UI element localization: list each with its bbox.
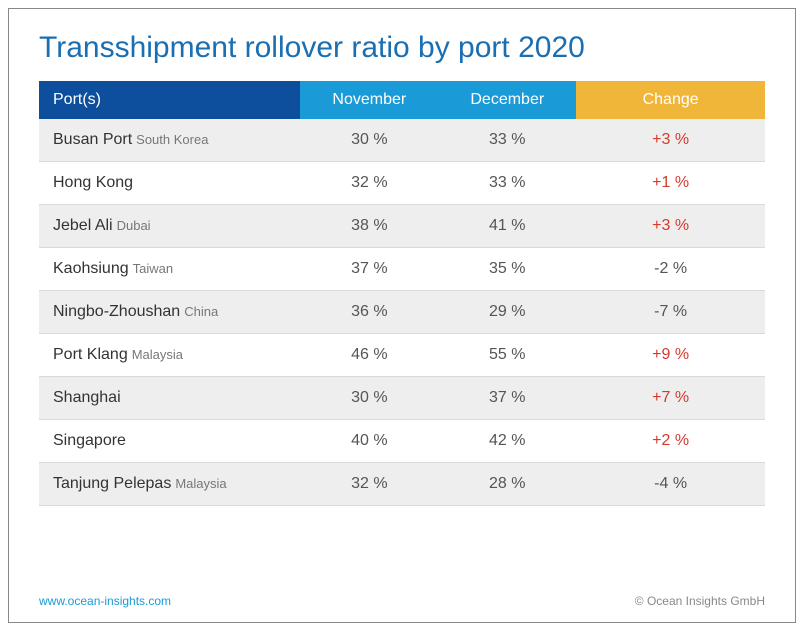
cell-november: 40 % bbox=[300, 420, 438, 463]
table-row: Tanjung Pelepas Malaysia 32 %28 %-4 % bbox=[39, 463, 765, 506]
chart-card: Transshipment rollover ratio by port 202… bbox=[8, 8, 796, 623]
cell-change: +7 % bbox=[576, 377, 765, 420]
port-sub: China bbox=[184, 304, 218, 319]
port-sub: Taiwan bbox=[133, 261, 173, 276]
footer: www.ocean-insights.com © Ocean Insights … bbox=[39, 574, 765, 608]
header-december: December bbox=[438, 81, 576, 119]
page-title: Transshipment rollover ratio by port 202… bbox=[39, 31, 765, 65]
port-sub: Malaysia bbox=[132, 347, 183, 362]
footer-copyright: © Ocean Insights GmbH bbox=[635, 594, 765, 608]
cell-change: +1 % bbox=[576, 162, 765, 205]
footer-link[interactable]: www.ocean-insights.com bbox=[39, 594, 171, 608]
cell-change: -7 % bbox=[576, 291, 765, 334]
port-sub: South Korea bbox=[136, 132, 208, 147]
port-name: Shanghai bbox=[53, 389, 121, 406]
port-name: Singapore bbox=[53, 432, 126, 449]
cell-port: Kaohsiung Taiwan bbox=[39, 248, 300, 291]
cell-change: -2 % bbox=[576, 248, 765, 291]
cell-november: 32 % bbox=[300, 162, 438, 205]
cell-port: Hong Kong bbox=[39, 162, 300, 205]
cell-change: -4 % bbox=[576, 463, 765, 506]
cell-change: +3 % bbox=[576, 119, 765, 162]
rollover-table: Port(s) November December Change Busan P… bbox=[39, 81, 765, 506]
cell-change: +2 % bbox=[576, 420, 765, 463]
port-name: Busan Port bbox=[53, 131, 132, 148]
cell-december: 33 % bbox=[438, 119, 576, 162]
cell-november: 30 % bbox=[300, 377, 438, 420]
port-sub: Dubai bbox=[117, 218, 151, 233]
port-name: Kaohsiung bbox=[53, 260, 129, 277]
table-row: Busan Port South Korea 30 %33 %+3 % bbox=[39, 119, 765, 162]
cell-port: Busan Port South Korea bbox=[39, 119, 300, 162]
table-row: Jebel Ali Dubai 38 %41 %+3 % bbox=[39, 205, 765, 248]
header-november: November bbox=[300, 81, 438, 119]
table-body: Busan PortSouth Korea30 %33 %+3 %Hong Ko… bbox=[39, 119, 765, 506]
cell-november: 46 % bbox=[300, 334, 438, 377]
table-row: Hong Kong 32 %33 %+1 % bbox=[39, 162, 765, 205]
cell-november: 36 % bbox=[300, 291, 438, 334]
cell-november: 30 % bbox=[300, 119, 438, 162]
cell-port: Shanghai bbox=[39, 377, 300, 420]
cell-port: Singapore bbox=[39, 420, 300, 463]
header-ports: Port(s) bbox=[39, 81, 300, 119]
cell-december: 29 % bbox=[438, 291, 576, 334]
cell-november: 38 % bbox=[300, 205, 438, 248]
table-row: Shanghai 30 %37 %+7 % bbox=[39, 377, 765, 420]
cell-december: 35 % bbox=[438, 248, 576, 291]
table-row: Ningbo-Zhoushan China 36 %29 %-7 % bbox=[39, 291, 765, 334]
cell-december: 37 % bbox=[438, 377, 576, 420]
header-change: Change bbox=[576, 81, 765, 119]
cell-december: 28 % bbox=[438, 463, 576, 506]
cell-port: Port Klang Malaysia bbox=[39, 334, 300, 377]
cell-december: 41 % bbox=[438, 205, 576, 248]
port-name: Ningbo-Zhoushan bbox=[53, 303, 180, 320]
table-row: Singapore 40 %42 %+2 % bbox=[39, 420, 765, 463]
port-name: Tanjung Pelepas bbox=[53, 475, 171, 492]
cell-november: 32 % bbox=[300, 463, 438, 506]
cell-change: +9 % bbox=[576, 334, 765, 377]
cell-port: Ningbo-Zhoushan China bbox=[39, 291, 300, 334]
table-row: Port Klang Malaysia 46 %55 %+9 % bbox=[39, 334, 765, 377]
table-header-row: Port(s) November December Change bbox=[39, 81, 765, 119]
port-sub: Malaysia bbox=[175, 476, 226, 491]
cell-port: Tanjung Pelepas Malaysia bbox=[39, 463, 300, 506]
port-name: Hong Kong bbox=[53, 174, 133, 191]
cell-november: 37 % bbox=[300, 248, 438, 291]
cell-december: 42 % bbox=[438, 420, 576, 463]
port-name: Port Klang bbox=[53, 346, 128, 363]
cell-change: +3 % bbox=[576, 205, 765, 248]
cell-december: 55 % bbox=[438, 334, 576, 377]
table-row: Kaohsiung Taiwan 37 %35 %-2 % bbox=[39, 248, 765, 291]
port-name: Jebel Ali bbox=[53, 217, 113, 234]
cell-december: 33 % bbox=[438, 162, 576, 205]
cell-port: Jebel Ali Dubai bbox=[39, 205, 300, 248]
